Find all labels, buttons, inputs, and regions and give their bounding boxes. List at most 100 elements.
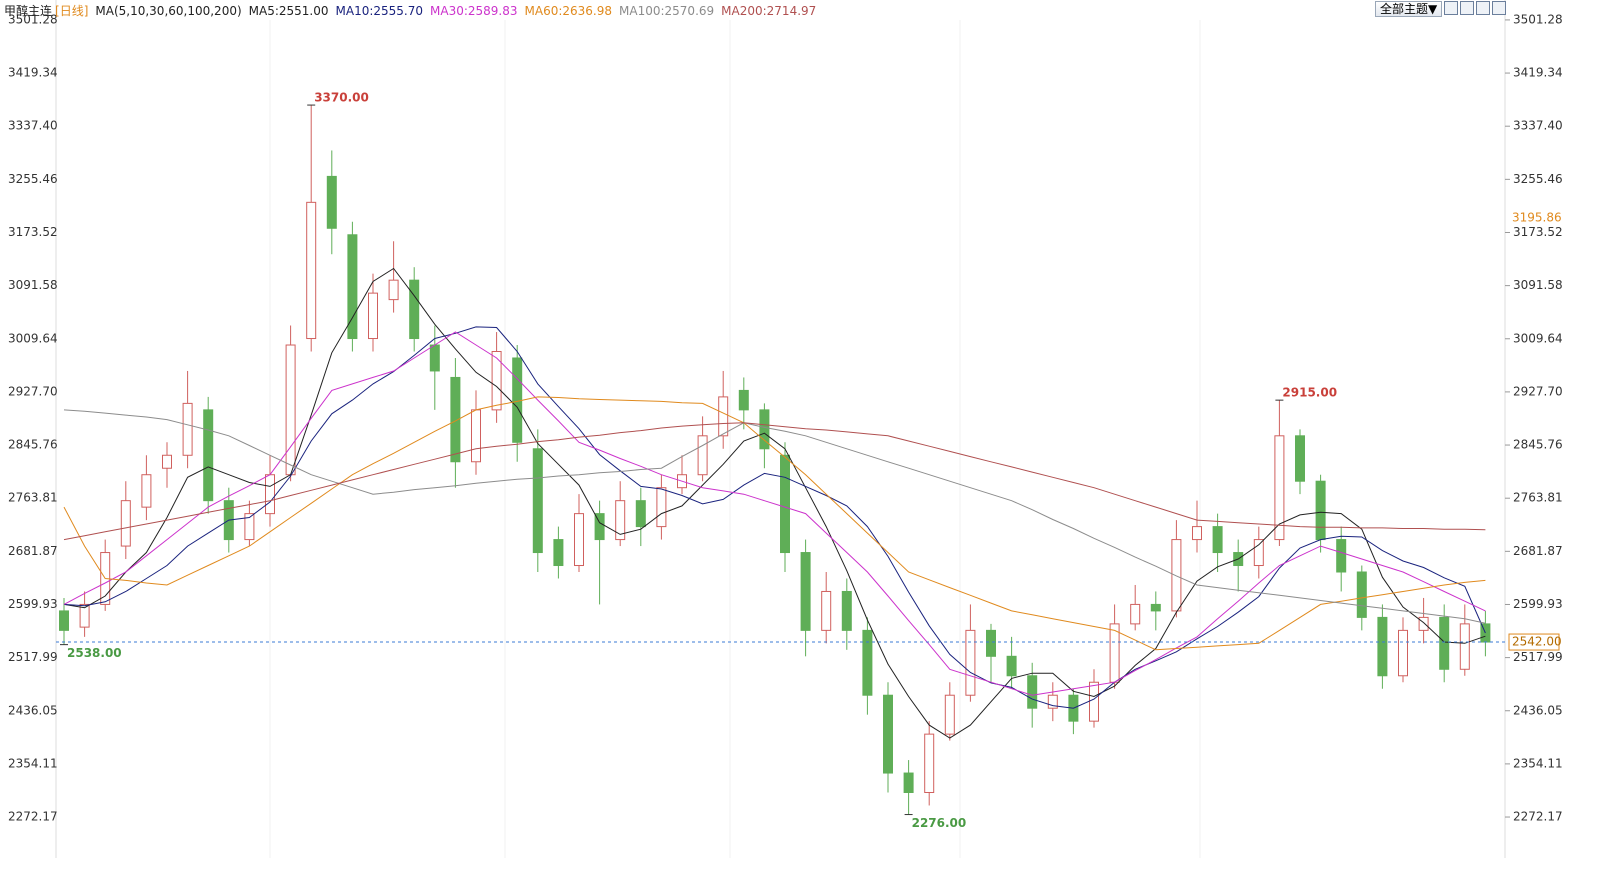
annotation-label: 3370.00 [314,91,369,105]
last-price-label: 2542.00 [1512,635,1562,649]
y-tick-label: 2845.76 [8,438,58,452]
y-tick-label: 2927.70 [1513,384,1563,398]
y-tick-label: 3337.40 [8,119,58,133]
candle-body [1377,616,1388,677]
period: [日线] [55,4,89,18]
candle-body [1336,539,1347,573]
legend-entry: MA100:2570.69 [619,4,715,18]
candle-body [1274,435,1285,541]
candle-body [883,694,893,774]
candle-body [203,409,214,502]
candle-body [635,500,646,528]
legend-entry: MA30:2589.83 [430,4,518,18]
candle-body [553,539,564,567]
marker-label: 3195.86 [1512,210,1562,224]
candle-body [326,175,337,229]
ma-label: MA(5,10,30,60,100,200) [95,4,242,18]
candle-body [1109,623,1120,683]
y-tick-label: 2681.87 [8,544,58,558]
candle-body [924,733,935,793]
candle-body [821,590,832,631]
candle-body [1150,603,1161,612]
y-tick-label: 2681.87 [1513,544,1563,558]
candle-body [368,292,378,340]
candle-body [1253,539,1264,567]
annotation-label: 2276.00 [912,816,967,830]
candle-body [697,435,708,476]
tool-icon[interactable] [1460,1,1475,15]
annotation-label: 2915.00 [1282,386,1337,400]
candle-body [656,487,667,528]
ma-line [63,409,1486,624]
y-tick-label: 2354.11 [8,756,58,770]
y-tick-label: 3337.40 [1513,119,1563,133]
candle-body [800,552,811,631]
y-tick-label: 2272.17 [8,810,58,824]
candle-body [759,409,770,450]
legend-entry: MA10:2555.70 [335,4,424,18]
y-tick-label: 3255.46 [1513,172,1563,186]
candle-body [1212,526,1223,554]
candle-body [1192,526,1202,541]
y-tick-label: 2845.76 [1513,438,1563,452]
candle-body [512,357,523,443]
candle-body [285,344,296,476]
ma-line [63,422,1486,541]
candle-body [182,402,193,456]
candle-body [594,513,605,541]
candle-body [718,396,729,437]
candle-body [986,629,996,657]
y-tick-label: 3091.58 [8,278,58,292]
candle-body [780,454,790,554]
y-tick-label: 2272.17 [1513,810,1563,824]
y-tick-label: 2517.99 [8,650,58,664]
tool-icon[interactable] [1476,1,1491,15]
candle-body [615,500,626,541]
y-tick-label: 3173.52 [8,225,58,239]
candle-body [409,279,420,340]
candle-body [903,772,914,793]
candle-body [162,454,172,469]
theme-button[interactable]: 全部主题▼ [1375,1,1443,17]
y-tick-label: 2763.81 [8,491,58,505]
candle-body [1171,539,1182,612]
y-tick-label: 3419.34 [8,66,58,80]
y-tick-label: 2927.70 [8,384,58,398]
candle-body [944,694,955,735]
legend-entry: MA200:2714.97 [721,4,817,18]
annotation-label: 2538.00 [67,646,122,660]
price-box [1508,633,1560,651]
candle-body [450,376,461,463]
y-tick-label: 3173.52 [1513,225,1563,239]
candle-body [388,279,399,301]
candle-body [141,474,152,508]
y-tick-label: 2599.93 [1513,597,1563,611]
candle-body [79,603,90,628]
ma-line [63,331,1486,696]
candle-body [59,610,69,631]
candle-body [1459,623,1470,670]
ma-line [63,267,1486,739]
candle-body [1006,655,1017,677]
candle-body [347,234,358,340]
tool-icon[interactable] [1492,1,1507,15]
toolbar: 全部主题▼ [1375,1,1507,17]
candle-body [120,500,131,547]
y-tick-label: 2436.05 [8,703,58,717]
candle-body [306,201,317,340]
candle-body [1398,629,1408,677]
y-tick-label: 3009.64 [8,331,58,345]
legend-entry: MA60:2636.98 [524,4,613,18]
candle-body [532,448,543,554]
y-tick-label: 3009.64 [1513,331,1563,345]
tool-icon[interactable] [1444,1,1459,15]
y-tick-label: 2763.81 [1513,491,1563,505]
y-tick-label: 3501.28 [1513,12,1563,26]
candle-body [738,389,749,411]
symbol-title: 甲醇主连 [4,4,53,18]
candle-body [1418,616,1429,631]
candle-body [429,344,440,372]
y-tick-label: 2599.93 [8,597,58,611]
candle-body [1356,571,1367,618]
